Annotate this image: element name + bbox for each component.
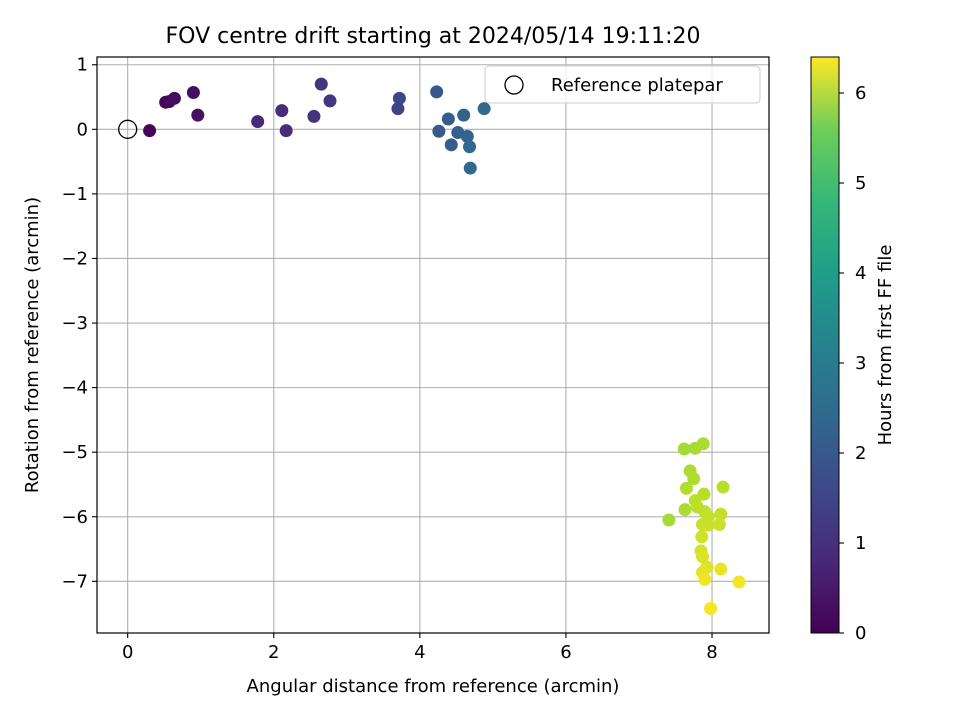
data-point: [696, 550, 710, 564]
data-point: [463, 140, 477, 154]
data-point: [307, 109, 321, 123]
x-tick-label: 2: [268, 642, 279, 663]
legend-marker-icon: [504, 75, 524, 95]
data-point: [391, 102, 405, 116]
data-point: [191, 108, 205, 122]
colorbar-tick-label: 6: [855, 83, 866, 104]
chart-title: FOV centre drift starting at 2024/05/14 …: [166, 24, 701, 49]
data-point: [712, 518, 726, 532]
data-point: [662, 513, 676, 527]
y-tick-label: −5: [61, 442, 88, 463]
data-point: [457, 108, 471, 122]
y-tick-label: −2: [61, 248, 88, 269]
data-point: [279, 124, 293, 138]
data-point: [716, 480, 730, 494]
colorbar-tick-label: 5: [855, 173, 866, 194]
x-tick-label: 8: [706, 642, 717, 663]
y-axis-label: Rotation from reference (arcmin): [22, 197, 43, 493]
x-tick-label: 4: [414, 642, 425, 663]
colorbar-tick-label: 0: [855, 623, 866, 644]
colorbar-tick-label: 2: [855, 443, 866, 464]
data-point: [714, 562, 728, 576]
y-tick-label: −6: [61, 507, 88, 528]
colorbar-gradient: [810, 56, 840, 634]
data-point: [314, 77, 328, 91]
data-point: [441, 112, 455, 126]
data-point: [167, 91, 181, 105]
data-point: [701, 518, 715, 532]
data-point: [704, 601, 718, 615]
data-point: [688, 441, 702, 455]
y-tick-label: −1: [61, 184, 88, 205]
data-point: [698, 572, 712, 586]
data-point: [251, 115, 265, 129]
data-point: [477, 102, 491, 116]
y-tick-label: 0: [77, 119, 88, 140]
data-point: [275, 104, 289, 118]
x-axis-label: Angular distance from reference (arcmin): [247, 676, 620, 697]
data-point: [732, 575, 746, 589]
y-tick-label: −7: [61, 571, 88, 592]
data-point: [392, 91, 406, 105]
colorbar-tick-label: 4: [855, 263, 866, 284]
colorbar: 0 1 2 3 4 5 6 Hours from first FF file: [810, 56, 896, 644]
plot-frame: [96, 56, 770, 634]
y-tick-label: −3: [61, 313, 88, 334]
x-axis-ticks: 0 2 4 6 8: [122, 633, 718, 663]
y-axis-ticks: 1 0 −1 −2 −3 −4 −5 −6 −7: [61, 55, 97, 592]
colorbar-ticks: 0 1 2 3 4 5 6: [839, 83, 866, 644]
data-point: [687, 472, 701, 486]
data-point: [430, 85, 444, 99]
data-point: [714, 507, 728, 521]
data-point: [677, 442, 691, 456]
data-point: [323, 94, 337, 108]
data-points: [143, 77, 746, 615]
reference-platepar-marker: [118, 119, 138, 139]
data-point: [679, 481, 693, 495]
colorbar-label: Hours from first FF file: [875, 245, 896, 446]
x-tick-label: 0: [122, 642, 133, 663]
y-tick-label: −4: [61, 378, 88, 399]
y-tick-label: 1: [77, 55, 88, 76]
colorbar-tick-label: 1: [855, 533, 866, 554]
legend-box: [484, 65, 761, 104]
legend: Reference platepar: [484, 65, 761, 104]
legend-label: Reference platepar: [551, 75, 723, 96]
data-point: [444, 138, 458, 152]
data-point: [460, 129, 474, 143]
colorbar-tick-label: 3: [855, 353, 866, 374]
grid-lines: [97, 57, 769, 633]
x-tick-label: 6: [560, 642, 571, 663]
data-point: [432, 124, 446, 138]
data-point: [143, 124, 157, 138]
data-point: [695, 530, 709, 544]
data-point: [463, 161, 477, 175]
data-point: [186, 86, 200, 100]
data-point: [678, 503, 692, 517]
